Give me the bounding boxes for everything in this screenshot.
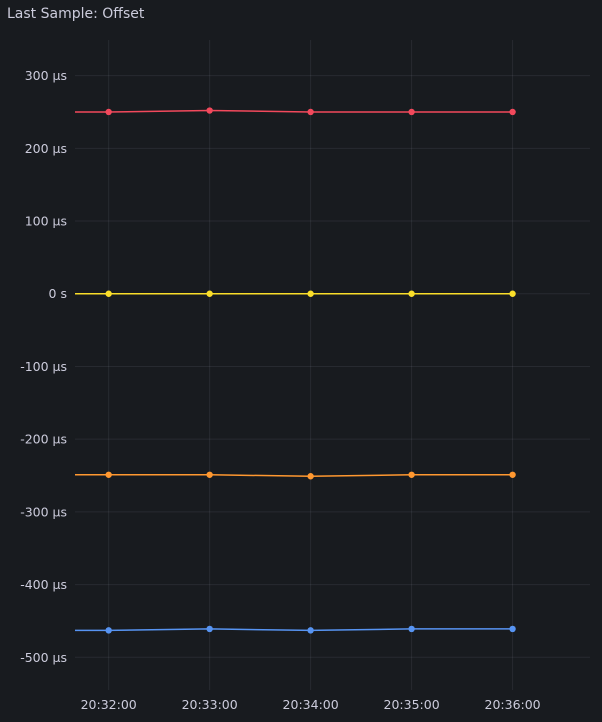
series-line-orange — [75, 474, 513, 477]
y-tick-label: 0 s — [49, 286, 67, 301]
y-tick-label: -100 µs — [20, 359, 67, 374]
data-point-blue — [307, 627, 314, 634]
data-point-blue — [105, 627, 112, 634]
y-tick-label: 300 µs — [25, 68, 67, 83]
x-tick-label: 20:34:00 — [283, 697, 339, 712]
data-point-orange — [206, 471, 213, 478]
data-point-yellow — [509, 290, 516, 297]
y-tick-label: -400 µs — [20, 577, 67, 592]
data-point-red — [206, 107, 213, 114]
data-point-orange — [408, 471, 415, 478]
x-tick-label: 20:35:00 — [384, 697, 440, 712]
x-tick-label: 20:36:00 — [485, 697, 541, 712]
y-tick-label: 200 µs — [25, 141, 67, 156]
data-point-red — [408, 108, 415, 116]
data-point-red — [509, 108, 516, 116]
y-tick-label: -300 µs — [20, 504, 67, 519]
data-point-blue — [509, 625, 516, 633]
data-point-yellow — [307, 290, 314, 297]
series-line-blue — [75, 628, 513, 632]
series-line-red — [75, 109, 513, 113]
data-point-red — [105, 108, 112, 116]
data-point-yellow — [206, 290, 213, 297]
data-point-orange — [307, 473, 314, 480]
y-tick-label: -500 µs — [20, 650, 67, 665]
data-point-blue — [408, 625, 415, 633]
x-tick-label: 20:33:00 — [182, 697, 238, 712]
data-point-yellow — [105, 290, 112, 297]
data-point-red — [307, 108, 314, 116]
data-point-yellow — [408, 290, 415, 297]
data-point-orange — [509, 471, 516, 478]
panel-title: Last Sample: Offset — [7, 6, 145, 22]
data-point-blue — [206, 625, 213, 633]
data-point-orange — [105, 471, 112, 478]
x-tick-label: 20:32:00 — [81, 697, 137, 712]
y-tick-label: -200 µs — [20, 432, 67, 447]
y-tick-label: 100 µs — [25, 214, 67, 229]
